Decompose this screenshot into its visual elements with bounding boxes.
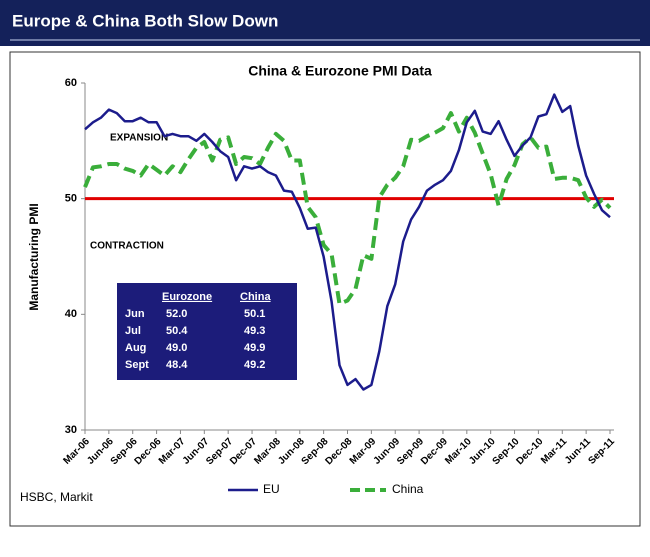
table-cell: 49.9 xyxy=(244,342,265,354)
table-cell: 48.4 xyxy=(166,359,188,371)
table-row-label: Jul xyxy=(125,325,141,337)
x-tick-label: Sep-11 xyxy=(586,436,617,467)
legend-label: China xyxy=(392,482,424,496)
table-cell: 52.0 xyxy=(166,308,187,320)
table-row-label: Jun xyxy=(125,308,145,320)
table-row-label: Sept xyxy=(125,359,149,371)
table-cell: 50.1 xyxy=(244,308,265,320)
header-bar xyxy=(0,0,650,46)
table-header: Eurozone xyxy=(162,291,212,303)
y-axis-label: Manufacturing PMI xyxy=(27,203,41,310)
y-tick-label: 60 xyxy=(65,77,77,89)
legend-label: EU xyxy=(263,482,280,496)
table-header: China xyxy=(240,291,271,303)
table-cell: 49.0 xyxy=(166,342,187,354)
chart-title: China & Eurozone PMI Data xyxy=(248,63,432,79)
annotation: CONTRACTION xyxy=(90,241,164,252)
header-title: Europe & China Both Slow Down xyxy=(12,11,278,30)
chart-frame xyxy=(9,51,641,527)
y-tick-label: 50 xyxy=(65,193,77,205)
table-row-label: Aug xyxy=(125,342,146,354)
table-cell: 50.4 xyxy=(166,325,188,337)
y-tick-label: 40 xyxy=(65,308,77,320)
table-cell: 49.2 xyxy=(244,359,265,371)
annotation: EXPANSION xyxy=(110,133,168,144)
y-tick-label: 30 xyxy=(65,424,77,436)
table-cell: 49.3 xyxy=(244,325,265,337)
inset-table xyxy=(117,283,297,380)
x-tick-label: Dec-10 xyxy=(514,436,545,467)
source: HSBC, Markit xyxy=(20,490,93,504)
series-line xyxy=(84,93,611,391)
